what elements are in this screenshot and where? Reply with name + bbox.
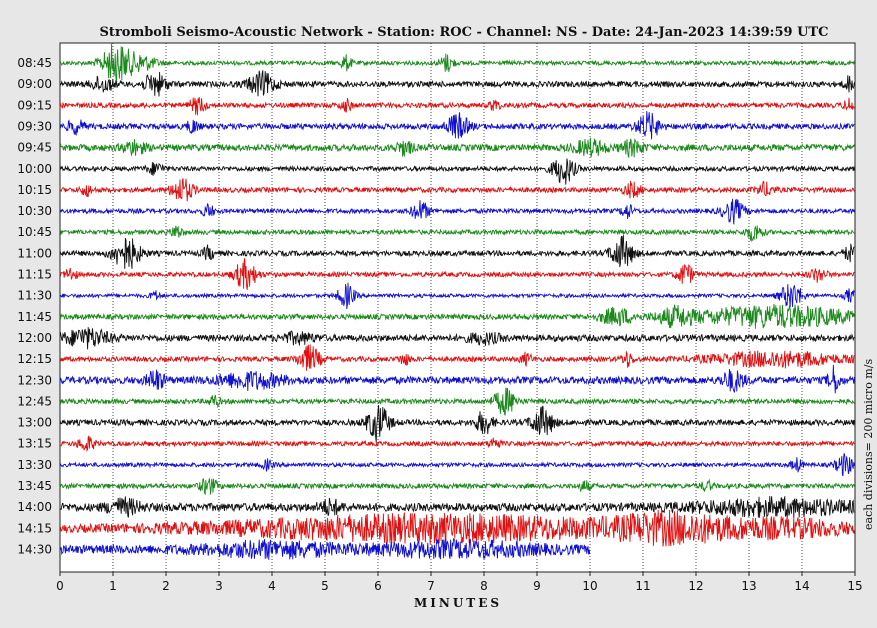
trace-line — [59, 70, 855, 97]
hour-label: 14:15 — [17, 521, 52, 535]
x-tick-label: 14 — [794, 579, 809, 593]
trace-line — [59, 344, 855, 371]
x-tick-label: 5 — [321, 579, 329, 593]
hour-label: 12:30 — [17, 373, 52, 387]
trace-line — [59, 495, 855, 519]
trace-line — [59, 258, 855, 290]
trace-line — [59, 43, 855, 85]
hour-label: 09:30 — [17, 119, 52, 133]
x-tick-label: 3 — [215, 579, 223, 593]
trace-line — [59, 537, 591, 560]
hour-label: 11:15 — [17, 268, 52, 282]
hour-label: 13:00 — [17, 416, 52, 430]
chart-title: Stromboli Seismo-Acoustic Network - Stat… — [100, 25, 829, 40]
x-tick-label: 6 — [374, 579, 382, 593]
trace-line — [59, 96, 855, 116]
scale-note: each divisions= 200 micro m/s — [862, 359, 875, 530]
trace-line — [59, 435, 855, 453]
hour-label: 10:15 — [17, 183, 52, 197]
trace-line — [59, 178, 855, 202]
trace-line — [59, 225, 855, 243]
hour-labels: 08:45 09:00 09:15 09:30 09:45 10:00 10:15 10:30… — [17, 56, 52, 556]
x-tick-label: 8 — [480, 579, 488, 593]
hour-label: 09:45 — [17, 141, 52, 155]
hour-label: 10:00 — [17, 162, 52, 176]
trace-line — [59, 509, 855, 547]
trace-line — [59, 405, 855, 443]
x-tick-label: 12 — [688, 579, 703, 593]
trace-line — [59, 477, 855, 496]
trace-line — [59, 158, 855, 185]
x-tick-label: 13 — [741, 579, 756, 593]
trace-line — [59, 364, 855, 394]
hour-label: 13:30 — [17, 458, 52, 472]
trace-line — [59, 387, 855, 416]
x-tick-label: 10 — [582, 579, 597, 593]
hour-label: 09:00 — [17, 77, 52, 91]
trace-line — [59, 111, 855, 140]
hour-label: 12:15 — [17, 352, 52, 366]
hour-label: 14:30 — [17, 542, 52, 556]
hour-label: 10:30 — [17, 204, 52, 218]
x-tick-label: 9 — [533, 579, 541, 593]
x-tick-label: 11 — [635, 579, 650, 593]
plot-area — [59, 42, 856, 573]
hour-label: 10:45 — [17, 225, 52, 239]
hour-label: 13:15 — [17, 437, 52, 451]
x-tick-label: 1 — [109, 579, 117, 593]
x-tick-label: 7 — [427, 579, 435, 593]
trace-line — [59, 453, 855, 477]
hour-label: 08:45 — [17, 56, 52, 70]
trace-line — [59, 234, 855, 269]
x-tick-label: 15 — [847, 579, 862, 593]
hour-label: 11:30 — [17, 289, 52, 303]
seismic-traces — [59, 43, 855, 560]
x-axis-ticks: 0 1 2 3 4 5 6 7 8 9 10 11 12 13 14 15 — [56, 572, 863, 593]
trace-line — [59, 198, 855, 225]
x-tick-label: 0 — [56, 579, 64, 593]
hour-label: 13:45 — [17, 479, 52, 493]
grid-lines — [112, 43, 803, 572]
hour-label: 09:15 — [17, 98, 52, 112]
hour-label: 14:00 — [17, 500, 52, 514]
trace-line — [59, 137, 855, 159]
x-axis-label: MINUTES — [414, 596, 502, 610]
x-tick-label: 2 — [162, 579, 170, 593]
hour-label: 11:00 — [17, 246, 52, 260]
trace-line — [59, 304, 855, 329]
hour-label: 12:00 — [17, 331, 52, 345]
hour-label: 11:45 — [17, 310, 52, 324]
hour-label: 12:45 — [17, 394, 52, 408]
x-tick-label: 4 — [268, 579, 276, 593]
trace-line — [59, 282, 855, 310]
trace-line — [59, 327, 855, 350]
